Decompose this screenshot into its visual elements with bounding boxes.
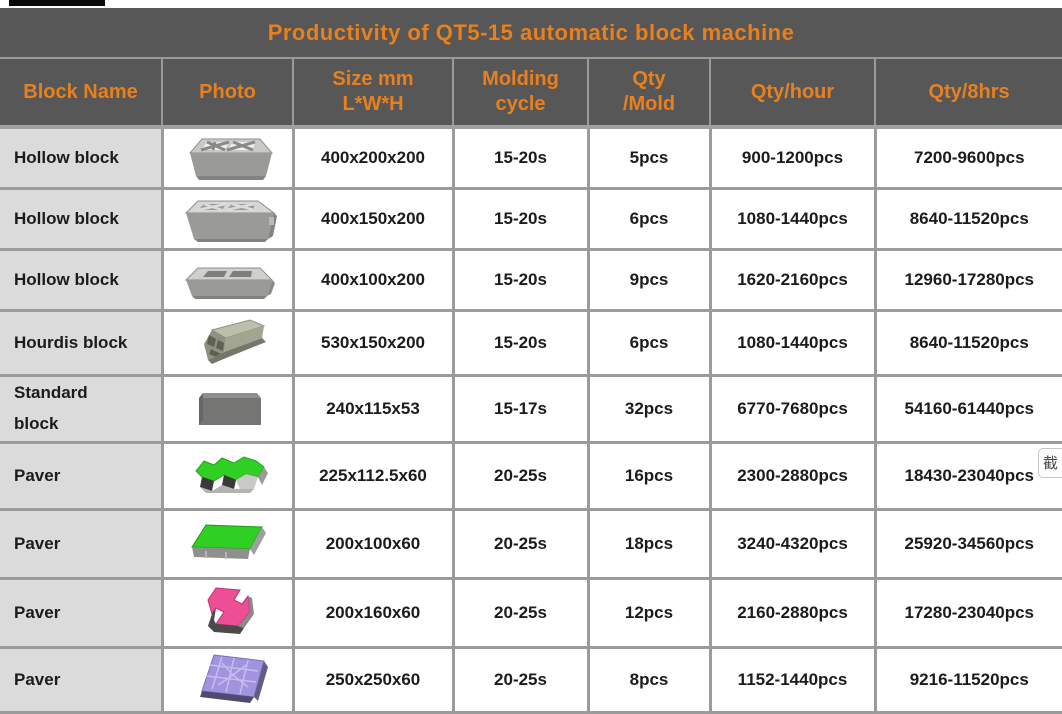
photo-cell xyxy=(160,309,295,377)
qty-mold-cell: 8pcs xyxy=(586,646,712,714)
photo-cell xyxy=(160,187,295,251)
block-name-cell: Hourdis block xyxy=(0,309,164,377)
block-name-cell: Paver xyxy=(0,646,164,714)
table-row: Hourdis block 530x150x200 15-20s 6pcs 10… xyxy=(0,309,1062,377)
dogbone-paver-photo xyxy=(206,587,254,634)
qty-hour-cell: 3240-4320pcs xyxy=(708,508,877,580)
table-title-row: Productivity of QT5-15 automatic block m… xyxy=(0,8,1062,59)
size-cell: 250x250x60 xyxy=(291,646,455,714)
qty-8hrs-cell: 7200-9600pcs xyxy=(873,125,1062,190)
column-header-qty-mold: Qty /Mold xyxy=(587,58,711,129)
block-name-cell: Hollow block xyxy=(0,125,164,190)
cycle-cell: 20-25s xyxy=(451,441,590,511)
cycle-cell: 15-20s xyxy=(451,248,590,312)
block-name-cell: Paver xyxy=(0,508,164,580)
qty-mold-cell: 18pcs xyxy=(586,508,712,580)
hollow-block-slot-photo xyxy=(184,267,275,299)
qty-8hrs-cell: 9216-11520pcs xyxy=(873,646,1062,714)
qty-hour-cell: 1080-1440pcs xyxy=(708,309,877,377)
hollow-block-two-hole-photo xyxy=(188,138,273,180)
interlocking-paver-photo xyxy=(194,456,268,493)
qty-hour-cell: 2160-2880pcs xyxy=(708,577,877,649)
table-row: Paver 250x250x60 20-25s 8pcs 1152-1440pc… xyxy=(0,646,1062,714)
qty-hour-cell: 1620-2160pcs xyxy=(708,248,877,312)
table-row: Paver 200x160x60 20-25s 12pcs 2160-2880p… xyxy=(0,577,1062,649)
photo-cell xyxy=(160,125,295,190)
block-name-cell: Standard block xyxy=(0,374,164,444)
block-name-cell: Hollow block xyxy=(0,187,164,251)
cycle-cell: 15-20s xyxy=(451,125,590,190)
cycle-cell: 15-20s xyxy=(451,309,590,377)
hollow-block-two-hole-divided-photo xyxy=(184,200,277,242)
qty-hour-cell: 2300-2880pcs xyxy=(708,441,877,511)
qty-mold-cell: 5pcs xyxy=(586,125,712,190)
qty-8hrs-cell: 8640-11520pcs xyxy=(873,309,1062,377)
table-row: Hollow block 400x100x200 15-20s 9pcs 162… xyxy=(0,248,1062,312)
qty-mold-cell: 12pcs xyxy=(586,577,712,649)
cycle-cell: 20-25s xyxy=(451,646,590,714)
standard-block-photo xyxy=(198,393,261,425)
size-cell: 200x160x60 xyxy=(291,577,455,649)
qty-8hrs-cell: 25920-34560pcs xyxy=(873,508,1062,580)
cycle-cell: 15-20s xyxy=(451,187,590,251)
qty-mold-cell: 6pcs xyxy=(586,187,712,251)
block-name-cell: Paver xyxy=(0,577,164,649)
column-header-qty-hour: Qty/hour xyxy=(709,58,876,129)
window-top-bar xyxy=(9,0,105,6)
table-row: Paver 225x112.5x60 20-25s 16pcs 2300-288… xyxy=(0,441,1062,511)
column-header-size: Size mm L*W*H xyxy=(292,58,454,129)
column-header-qty-8hrs: Qty/8hrs xyxy=(873,58,1062,129)
block-name-cell: Paver xyxy=(0,441,164,511)
column-header-block-name: Block Name xyxy=(0,58,163,129)
photo-cell xyxy=(160,374,295,444)
size-cell: 530x150x200 xyxy=(291,309,455,377)
size-cell: 240x115x53 xyxy=(291,374,455,444)
table-row: Standard block 240x115x53 15-17s 32pcs 6… xyxy=(0,374,1062,444)
square-paver-photo xyxy=(199,654,268,703)
column-header-molding-cycle: Molding cycle xyxy=(452,58,589,129)
photo-cell xyxy=(160,248,295,312)
table-row: Hollow block 400x150x200 15-20s 6pcs 108… xyxy=(0,187,1062,251)
qty-mold-cell: 16pcs xyxy=(586,441,712,511)
size-cell: 200x100x60 xyxy=(291,508,455,580)
qty-8hrs-cell: 8640-11520pcs xyxy=(873,187,1062,251)
screenshot-tool-tab[interactable]: 截 xyxy=(1038,448,1062,478)
qty-mold-cell: 32pcs xyxy=(586,374,712,444)
table-row: Hollow block 400x200x200 15-20s 5pcs 900… xyxy=(0,125,1062,190)
qty-8hrs-cell: 12960-17280pcs xyxy=(873,248,1062,312)
qty-8hrs-cell: 17280-23040pcs xyxy=(873,577,1062,649)
cycle-cell: 20-25s xyxy=(451,508,590,580)
productivity-table: Productivity of QT5-15 automatic block m… xyxy=(0,8,1062,714)
cycle-cell: 15-17s xyxy=(451,374,590,444)
qty-hour-cell: 1080-1440pcs xyxy=(708,187,877,251)
qty-8hrs-cell: 54160-61440pcs xyxy=(873,374,1062,444)
qty-hour-cell: 6770-7680pcs xyxy=(708,374,877,444)
hourdis-block-photo xyxy=(203,319,266,364)
qty-hour-cell: 900-1200pcs xyxy=(708,125,877,190)
photo-cell xyxy=(160,441,295,511)
block-name-cell: Hollow block xyxy=(0,248,164,312)
cycle-cell: 20-25s xyxy=(451,577,590,649)
photo-cell xyxy=(160,646,295,714)
qty-8hrs-cell: 18430-23040pcs xyxy=(873,441,1062,511)
rectangle-paver-photo xyxy=(190,524,266,559)
size-cell: 400x100x200 xyxy=(291,248,455,312)
table-row: Paver 200x100x60 20-25s 18pcs 3240-4320p… xyxy=(0,508,1062,580)
qty-mold-cell: 9pcs xyxy=(586,248,712,312)
column-header-photo: Photo xyxy=(161,58,294,129)
size-cell: 400x150x200 xyxy=(291,187,455,251)
qty-hour-cell: 1152-1440pcs xyxy=(708,646,877,714)
qty-mold-cell: 6pcs xyxy=(586,309,712,377)
table-header-row: Block Name Photo Size mm L*W*H Molding c… xyxy=(0,58,1062,129)
photo-cell xyxy=(160,508,295,580)
size-cell: 400x200x200 xyxy=(291,125,455,190)
size-cell: 225x112.5x60 xyxy=(291,441,455,511)
table-title: Productivity of QT5-15 automatic block m… xyxy=(267,19,795,45)
photo-cell xyxy=(160,577,295,649)
